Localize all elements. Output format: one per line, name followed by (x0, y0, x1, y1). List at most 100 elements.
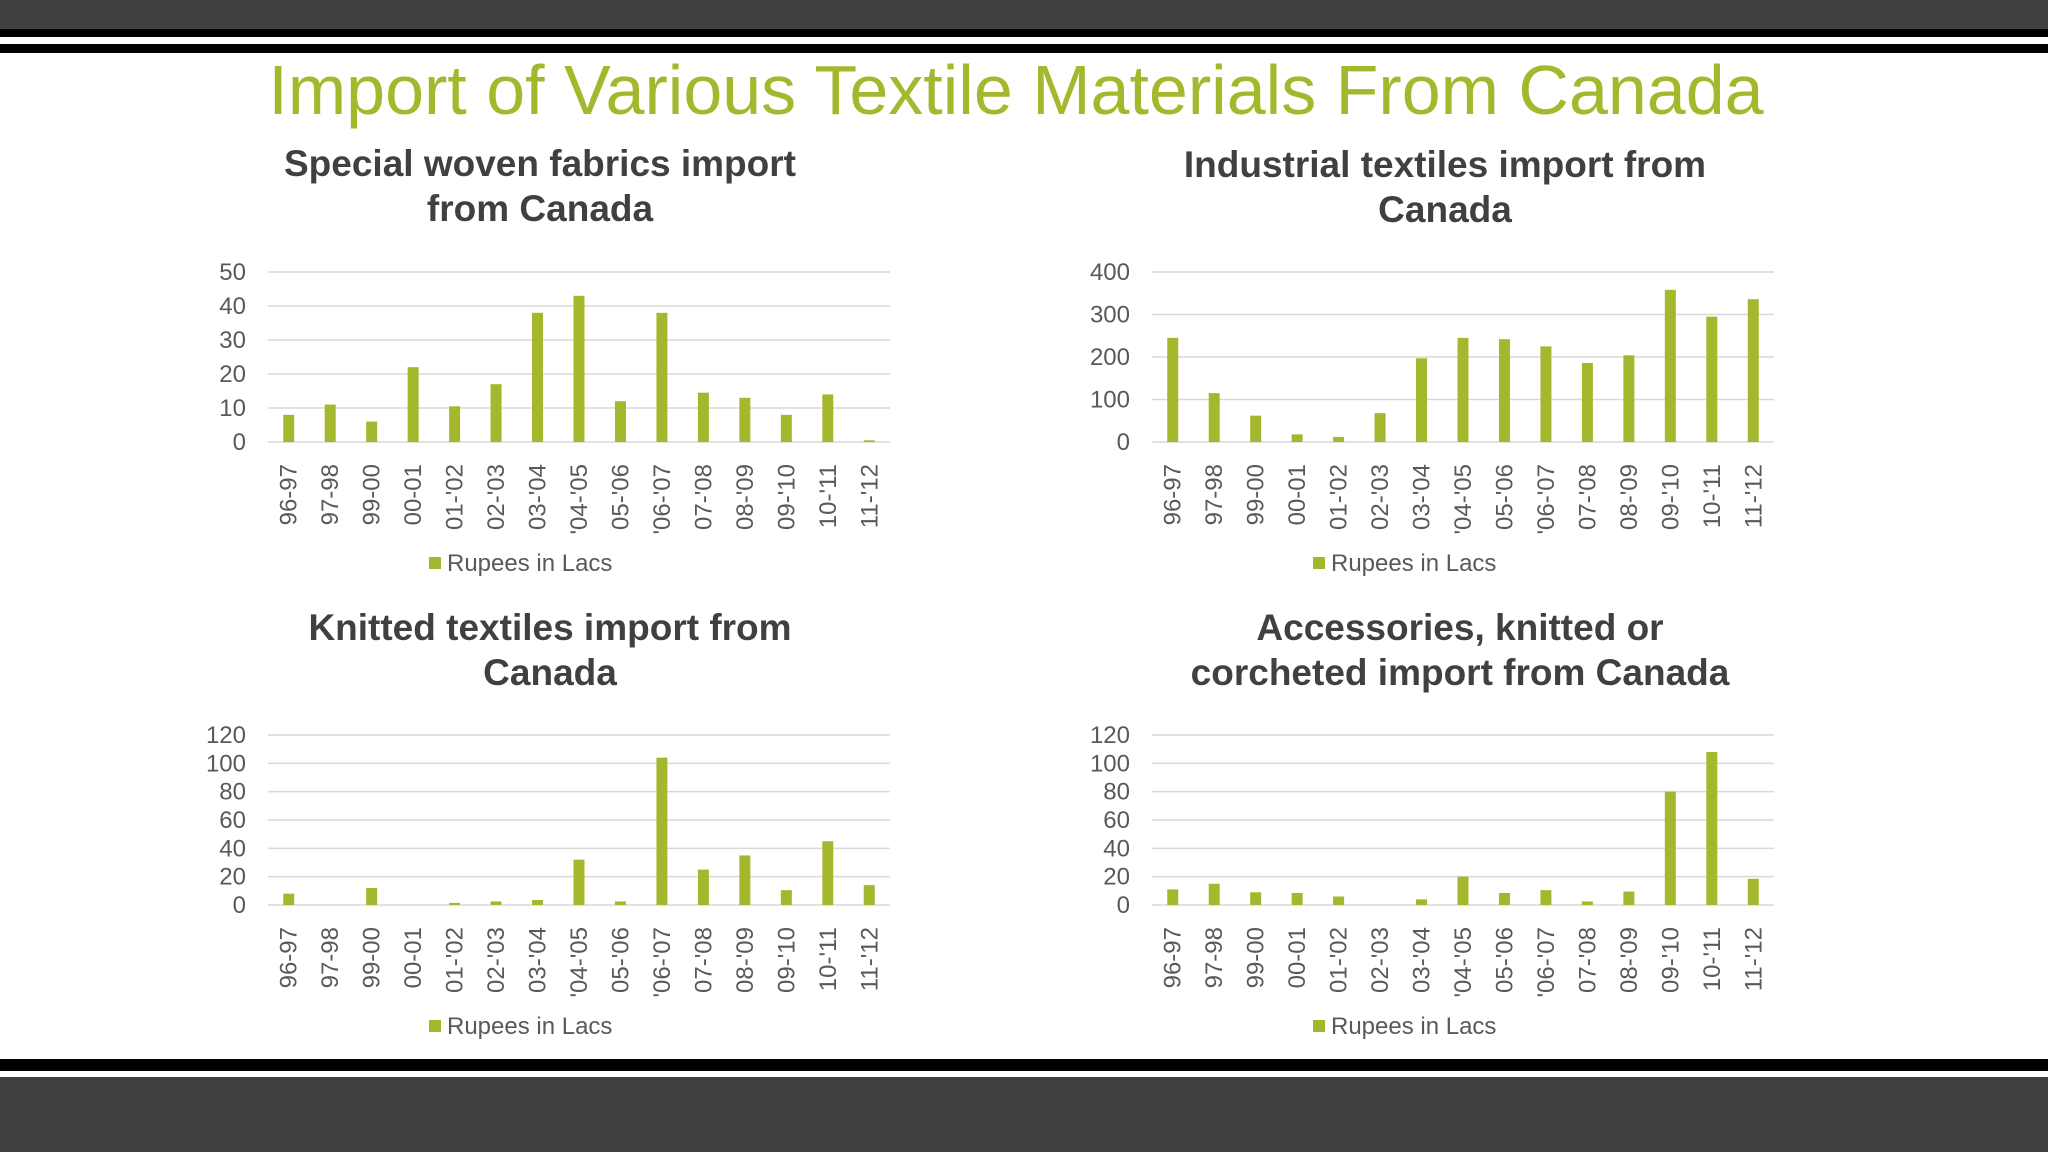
legend-swatch (429, 1020, 441, 1032)
x-tick-label: 10-'11 (1699, 464, 1726, 528)
chart-title-accessories: Accessories, knitted or corcheted import… (1110, 605, 1810, 695)
bar (1457, 337, 1469, 442)
x-tick-label: 07-'08 (690, 464, 717, 530)
bar (614, 901, 626, 905)
bar (1374, 413, 1386, 442)
bar (739, 397, 751, 442)
y-tick-label: 200 (1090, 344, 1130, 371)
bar (822, 841, 834, 905)
bar (532, 900, 544, 905)
bar (324, 404, 336, 442)
legend-label: Rupees in Lacs (1331, 550, 1496, 577)
bar (1623, 891, 1635, 905)
legend-label: Rupees in Lacs (1331, 1013, 1496, 1040)
bar (1581, 901, 1593, 905)
x-tick-label: 02-'03 (483, 464, 510, 530)
bar (366, 421, 378, 442)
x-tick-label: 02-'03 (1367, 927, 1394, 993)
bar (1498, 339, 1510, 442)
bar (1416, 899, 1428, 905)
y-tick-label: 400 (1090, 259, 1130, 286)
x-tick-label: 05-'06 (1491, 927, 1518, 993)
x-tick-label: 10-'11 (815, 927, 842, 991)
x-tick-label: 09-'10 (1657, 927, 1684, 993)
chart-title-line-1: Knitted textiles import from (308, 607, 792, 648)
x-tick-label: '06-'07 (1533, 927, 1560, 998)
x-tick-label: '06-'07 (649, 464, 676, 535)
bar (449, 406, 461, 442)
y-tick-label: 20 (219, 864, 246, 891)
y-tick-label: 80 (219, 779, 246, 806)
y-tick-label: 40 (1103, 835, 1130, 862)
x-tick-label: 08-'09 (1616, 464, 1643, 530)
legend-label: Rupees in Lacs (447, 1013, 612, 1040)
y-tick-label: 0 (233, 892, 246, 919)
bar (532, 312, 544, 442)
y-tick-label: 100 (206, 750, 246, 777)
y-tick-label: 20 (219, 361, 246, 388)
x-tick-label: 10-'11 (1699, 927, 1726, 991)
x-tick-label: 01-'02 (442, 464, 469, 530)
x-tick-label: 05-'06 (1491, 464, 1518, 530)
x-tick-label: 00-01 (400, 464, 427, 525)
bar (780, 890, 792, 905)
x-tick-label: '04-'05 (1450, 927, 1477, 998)
x-tick-label: 10-'11 (815, 464, 842, 528)
x-tick-label: 11-'12 (1740, 927, 1767, 991)
x-tick-label: 07-'08 (1574, 464, 1601, 530)
x-tick-label: 07-'08 (690, 927, 717, 993)
bar (822, 394, 834, 442)
x-tick-label: 09-'10 (773, 927, 800, 993)
bar (1540, 346, 1552, 442)
bar (1581, 362, 1593, 442)
x-tick-label: 11-'12 (856, 927, 883, 991)
x-tick-label: 97-98 (1201, 464, 1228, 525)
chart-title-special-woven: Special woven fabrics import from Canada (240, 141, 840, 231)
bar (656, 757, 668, 905)
y-tick-label: 40 (219, 835, 246, 862)
x-tick-label: 99-00 (1243, 927, 1270, 988)
bar (1664, 289, 1676, 442)
x-tick-label: 02-'03 (1367, 464, 1394, 530)
bar (1250, 892, 1262, 905)
bar (697, 392, 709, 442)
bar (1333, 436, 1345, 442)
y-tick-label: 40 (219, 293, 246, 320)
bar (1457, 876, 1469, 905)
bar (1706, 752, 1718, 905)
x-tick-label: 96-97 (276, 927, 303, 988)
x-tick-label: 07-'08 (1574, 927, 1601, 993)
legend-swatch (1313, 557, 1325, 569)
x-tick-label: '06-'07 (1533, 464, 1560, 535)
x-tick-label: 01-'02 (1326, 927, 1353, 993)
y-tick-label: 50 (219, 259, 246, 286)
y-tick-label: 0 (1117, 892, 1130, 919)
chart-title-industrial: Industrial textiles import from Canada (1095, 142, 1795, 232)
legend-label: Rupees in Lacs (447, 550, 612, 577)
bar (1208, 883, 1220, 905)
x-tick-label: 01-'02 (1326, 464, 1353, 530)
bottom-rule-1 (0, 1059, 2048, 1071)
bar (573, 295, 585, 442)
top-dark-band (0, 0, 2048, 29)
y-tick-label: 0 (233, 429, 246, 456)
bar (1291, 434, 1303, 442)
x-tick-label: 03-'04 (525, 927, 552, 993)
bar (407, 367, 419, 442)
bar (1167, 337, 1179, 442)
y-tick-label: 60 (219, 807, 246, 834)
x-tick-label: '06-'07 (649, 927, 676, 998)
x-tick-label: 00-01 (1284, 927, 1311, 988)
x-tick-label: 02-'03 (483, 927, 510, 993)
x-tick-label: 01-'02 (442, 927, 469, 993)
x-tick-label: 08-'09 (732, 464, 759, 530)
y-tick-label: 300 (1090, 302, 1130, 329)
bottom-dark-band (0, 1077, 2048, 1152)
x-tick-label: 00-01 (1284, 464, 1311, 525)
y-tick-label: 20 (1103, 864, 1130, 891)
bar (863, 440, 875, 442)
bar (1291, 892, 1303, 905)
